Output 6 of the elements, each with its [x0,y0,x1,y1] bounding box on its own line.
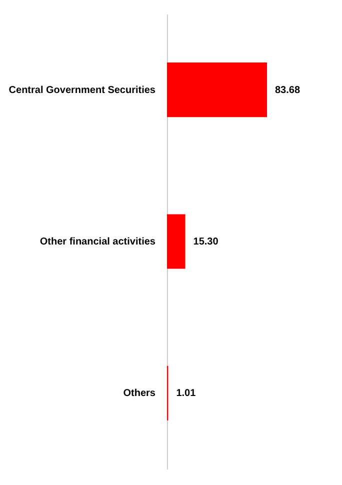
data-label: 83.68 [275,84,300,96]
data-label: 15.30 [193,236,219,248]
data-label: 1.01 [176,388,196,400]
y-tick-label: Other financial activities [40,236,156,248]
y-tick-label: Central Government Securities [8,84,156,96]
y-tick-label: Others [123,388,156,400]
